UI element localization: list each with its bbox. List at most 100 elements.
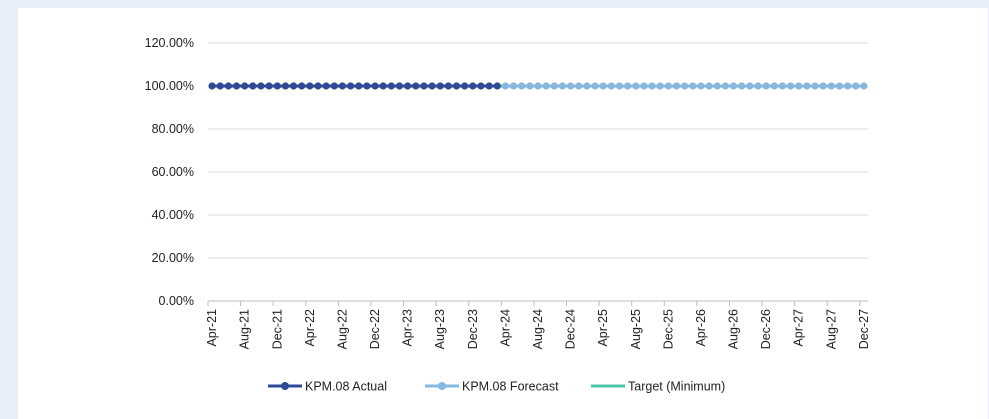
data-point xyxy=(420,82,428,90)
data-point xyxy=(412,82,420,90)
legend-item: KPM.08 Forecast xyxy=(425,380,559,394)
chart-panel: 0.00% 20.00% 40.00% 60.00% 80.00% 100.00% 120.… xyxy=(18,8,988,419)
data-point xyxy=(346,82,355,90)
data-point xyxy=(607,82,615,90)
data-point xyxy=(681,82,689,90)
data-point xyxy=(224,82,232,90)
y-tick-label: 120.00% xyxy=(145,36,194,50)
data-point xyxy=(672,82,681,90)
data-point xyxy=(746,82,754,90)
x-tick-label: Dec-25 xyxy=(661,309,675,349)
data-point xyxy=(852,82,860,90)
data-point xyxy=(306,82,314,90)
data-point xyxy=(395,82,404,90)
data-point xyxy=(289,82,298,90)
data-point xyxy=(249,82,257,90)
x-axis: Apr-21 Aug-21 Dec-21 Apr-22 Aug-22 Dec-22 Apr-… xyxy=(205,300,871,349)
data-point xyxy=(461,82,469,90)
series-kpm-08-actual xyxy=(208,82,501,90)
data-point xyxy=(444,82,452,90)
data-point xyxy=(599,82,607,90)
data-point xyxy=(534,82,542,90)
legend-marker xyxy=(281,382,289,390)
x-tick-label: Aug-22 xyxy=(335,309,349,349)
data-point xyxy=(257,82,265,90)
x-tick-label: Apr-27 xyxy=(792,309,806,347)
data-point xyxy=(648,82,656,90)
data-point xyxy=(656,82,664,90)
data-point xyxy=(387,82,395,90)
x-tick-label: Dec-27 xyxy=(857,309,871,349)
data-point xyxy=(477,82,485,90)
y-tick-label: 100.00% xyxy=(145,79,194,93)
data-point xyxy=(575,82,583,90)
data-point xyxy=(762,82,770,90)
data-point xyxy=(436,82,444,90)
legend-label: KPM.08 Forecast xyxy=(462,380,559,394)
data-point xyxy=(729,82,738,90)
data-point xyxy=(615,82,624,90)
data-point xyxy=(827,82,835,90)
data-point xyxy=(697,82,705,90)
data-point xyxy=(322,82,330,90)
data-point xyxy=(363,82,371,90)
data-point xyxy=(501,82,510,90)
data-point xyxy=(379,82,387,90)
data-point xyxy=(371,82,379,90)
y-tick-label: 80.00% xyxy=(152,122,194,136)
data-point xyxy=(754,82,762,90)
data-point xyxy=(452,82,461,90)
data-point xyxy=(811,82,819,90)
data-point xyxy=(518,82,526,90)
x-tick-label: Dec-21 xyxy=(270,309,284,349)
data-point xyxy=(428,82,436,90)
data-point xyxy=(493,82,501,90)
legend-item: Target (Minimum) xyxy=(591,380,725,394)
legend-item: KPM.08 Actual xyxy=(268,380,387,394)
data-point xyxy=(566,82,575,90)
data-point xyxy=(778,82,787,90)
data-point xyxy=(338,82,347,90)
data-point xyxy=(404,82,412,90)
data-point xyxy=(624,82,632,90)
data-point xyxy=(273,82,281,90)
data-point xyxy=(355,82,363,90)
x-tick-label: Apr-23 xyxy=(401,309,415,347)
data-point xyxy=(314,82,322,90)
x-tick-label: Aug-25 xyxy=(629,309,643,349)
data-point xyxy=(281,82,290,90)
data-point xyxy=(819,82,827,90)
y-tick-label: 20.00% xyxy=(152,251,194,265)
data-point xyxy=(835,82,844,90)
data-point xyxy=(844,82,852,90)
data-point xyxy=(786,82,795,90)
legend-marker xyxy=(438,382,446,390)
data-point xyxy=(241,82,249,90)
legend: KPM.08 Actual KPM.08 Forecast Target (Mini… xyxy=(268,380,725,394)
series-kpm-08-forecast xyxy=(501,82,868,90)
data-point xyxy=(583,82,591,90)
data-point xyxy=(705,82,713,90)
y-axis-ticks: 0.00% 20.00% 40.00% 60.00% 80.00% 100.00% 120.… xyxy=(145,36,194,308)
data-point xyxy=(550,82,558,90)
data-point xyxy=(216,82,224,90)
data-point xyxy=(860,82,868,90)
data-point xyxy=(469,82,477,90)
data-point xyxy=(689,82,697,90)
grid xyxy=(208,42,868,259)
data-point xyxy=(509,82,518,90)
x-tick-label: Dec-22 xyxy=(368,309,382,349)
data-point xyxy=(265,82,273,90)
x-tick-label: Apr-22 xyxy=(303,309,317,347)
data-point xyxy=(640,82,648,90)
data-point xyxy=(232,82,241,90)
x-tick-label: Dec-23 xyxy=(466,309,480,349)
data-point xyxy=(526,82,534,90)
data-point xyxy=(721,82,730,90)
data-point xyxy=(795,82,803,90)
x-tick-label: Apr-26 xyxy=(694,309,708,347)
x-tick-label: Aug-27 xyxy=(824,309,838,349)
x-tick-label: Apr-21 xyxy=(205,309,219,347)
x-tick-label: Aug-26 xyxy=(727,309,741,349)
legend-label: KPM.08 Actual xyxy=(305,380,387,394)
